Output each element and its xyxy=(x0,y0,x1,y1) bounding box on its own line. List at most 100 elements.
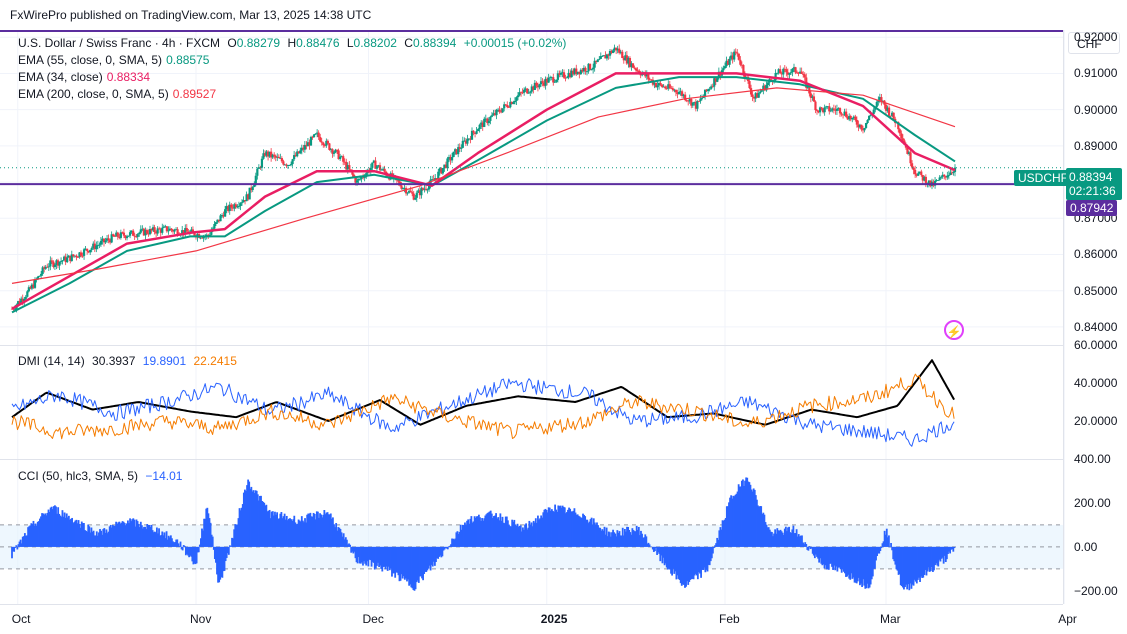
candle-body xyxy=(99,240,103,245)
pane-divider-dmi[interactable] xyxy=(0,345,1063,346)
ema34-legend[interactable]: EMA (34, close) 0.88334 xyxy=(18,70,151,84)
cci-bar xyxy=(937,546,940,567)
cci-bar xyxy=(592,518,595,547)
cci-bar xyxy=(324,514,327,547)
cci-bar xyxy=(588,521,591,547)
candle-body xyxy=(305,144,308,147)
cci-bar xyxy=(417,546,420,583)
cci-bar xyxy=(812,546,815,556)
cci-bar xyxy=(806,546,809,550)
cci-bar xyxy=(496,518,499,547)
cci-bar xyxy=(76,523,79,547)
candle-body xyxy=(36,276,40,280)
cci-bar xyxy=(304,518,306,547)
cci-bar xyxy=(734,494,737,547)
cci-legend[interactable]: CCI (50, hlc3, SMA, 5) −14.01 xyxy=(18,469,183,483)
horizontal-lines[interactable] xyxy=(0,30,1063,186)
candle-body xyxy=(909,152,912,164)
candle-body xyxy=(311,136,314,138)
candle-body xyxy=(230,204,233,208)
cci-bar xyxy=(17,544,20,547)
candle-body xyxy=(184,228,187,235)
candle-body xyxy=(852,116,855,118)
candle-body xyxy=(841,114,845,116)
ema55-legend[interactable]: EMA (55, close, 0, SMA, 5) 0.88575 xyxy=(18,53,210,67)
cci-bar xyxy=(640,530,642,547)
candle-body xyxy=(32,284,35,288)
cci-bar xyxy=(868,546,871,588)
cci-bar xyxy=(159,535,162,547)
candle-body xyxy=(558,73,561,75)
cci-bar xyxy=(135,519,138,547)
cci-bar xyxy=(783,528,786,547)
cci-bar xyxy=(522,527,524,547)
candle-body xyxy=(613,47,616,51)
candle-body xyxy=(794,67,797,73)
candle-body xyxy=(694,101,697,109)
candle-body xyxy=(237,206,241,207)
cci-bar xyxy=(625,531,627,547)
cci-bar xyxy=(201,528,203,547)
cci-bar xyxy=(415,546,418,583)
cci-bar xyxy=(47,509,50,547)
cci-bar xyxy=(246,485,248,547)
cci-bar xyxy=(874,546,876,569)
cci-bar xyxy=(57,507,60,547)
candle-body xyxy=(621,51,624,59)
cci-bar xyxy=(789,532,792,547)
cci-bar xyxy=(939,546,942,562)
cci-bar xyxy=(323,510,326,547)
candle-body xyxy=(449,157,452,161)
cci-bar xyxy=(231,537,233,547)
price-tick-label: 0.92000 xyxy=(1074,30,1118,45)
candle-body xyxy=(886,107,889,111)
symbol-legend[interactable]: U.S. Dollar / Swiss Franc · 4h · FXCM O0… xyxy=(18,36,570,50)
candle-body xyxy=(835,108,839,111)
cci-bar xyxy=(914,546,917,582)
lightning-icon[interactable]: ⚡ xyxy=(944,320,964,340)
candle-body xyxy=(889,115,892,117)
cci-bar xyxy=(471,522,474,547)
cci-bar xyxy=(634,531,637,547)
cci-bar xyxy=(381,546,384,572)
cci-bar xyxy=(547,507,550,547)
candle-body xyxy=(866,120,869,123)
cci-bar xyxy=(589,519,592,547)
cci-bar xyxy=(457,533,460,547)
candle-body xyxy=(834,109,837,111)
cci-bar xyxy=(943,546,946,556)
dmi-legend[interactable]: DMI (14, 14) 30.3937 19.8901 22.2415 xyxy=(18,354,237,368)
candle-body xyxy=(736,52,739,54)
candle-body xyxy=(467,138,471,140)
cci-bar xyxy=(563,507,566,547)
candle-body xyxy=(339,156,342,160)
candle-body xyxy=(161,227,164,233)
candle-body xyxy=(815,110,819,111)
cci-bar xyxy=(899,546,902,586)
cci-bar xyxy=(909,546,912,584)
cci-bar xyxy=(601,529,604,547)
cci-bar xyxy=(686,546,689,582)
candle-body xyxy=(50,260,53,262)
cci-bar xyxy=(306,514,309,547)
currency-button[interactable]: CHF xyxy=(1068,32,1120,54)
candle-body xyxy=(699,98,702,102)
cci-bar xyxy=(623,528,626,547)
candle-body xyxy=(628,57,632,67)
pane-divider-cci[interactable] xyxy=(0,459,1063,460)
cci-bar xyxy=(904,546,906,588)
candle-body xyxy=(553,81,556,83)
ema200-legend[interactable]: EMA (200, close, 0, SMA, 5) 0.89527 xyxy=(18,87,217,101)
candle-body xyxy=(633,67,636,69)
candle-body xyxy=(371,162,374,168)
candle-body xyxy=(901,138,904,141)
candle-body xyxy=(227,206,230,212)
cci-bar xyxy=(91,531,94,547)
cci-bar xyxy=(691,546,694,579)
candle-body xyxy=(562,72,566,78)
candle-body xyxy=(636,70,639,72)
cci-bar xyxy=(947,546,949,554)
price-axis[interactable] xyxy=(1063,30,1127,604)
cci-bar xyxy=(528,520,531,547)
